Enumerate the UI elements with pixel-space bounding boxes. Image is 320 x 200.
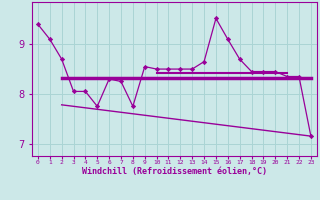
X-axis label: Windchill (Refroidissement éolien,°C): Windchill (Refroidissement éolien,°C) [82, 167, 267, 176]
